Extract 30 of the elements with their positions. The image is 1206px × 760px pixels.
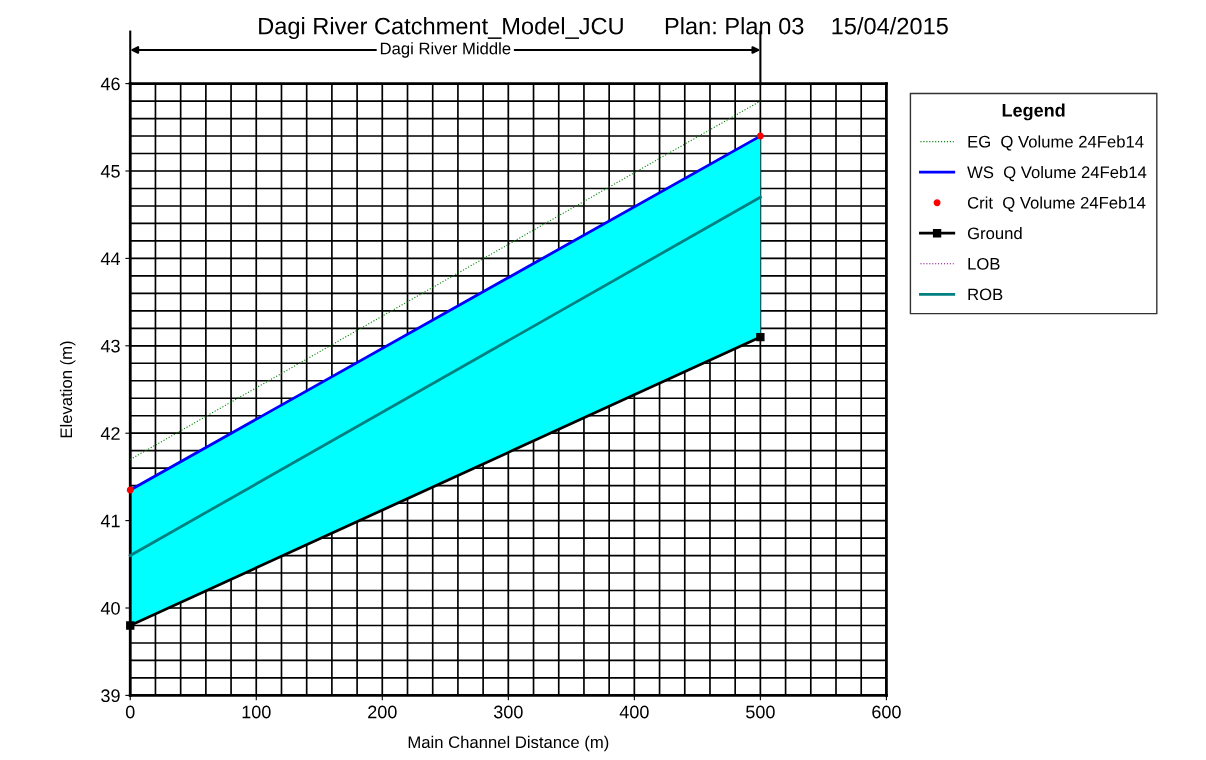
y-axis-title: Elevation (m) [59,341,76,438]
y-tick-label: 42 [100,427,120,440]
point [756,332,765,342]
x-axis-title: Main Channel Distance (m) [408,735,609,752]
x-tick-label: 300 [493,705,523,719]
x-tick-label: 200 [368,705,397,719]
x-tick-label: 400 [619,705,649,719]
legend-label: LOB [968,257,1000,270]
y-tick-label: 39 [101,689,120,703]
legend-title: Legend [1002,103,1065,121]
x-tick-label: 0 [125,705,135,719]
legend-label: ROB [968,288,1003,301]
legend-label: WS Q Volume 24Feb14 [967,165,1147,182]
point [126,486,134,494]
legend-label: EG Q Volume 24Feb14 [968,135,1144,151]
point [756,132,764,140]
text: Dagi River Middle [380,42,511,58]
y-tick-label: 40 [100,601,120,615]
y-tick-label: 43 [100,339,120,353]
y-tick-label: 41 [100,514,120,528]
y-tick-label: 46 [100,77,120,91]
legend-label: Ground [967,226,1022,240]
legend-label: Crit Q Volume 24Feb14 [967,196,1146,212]
point [126,621,135,630]
y-tick-label: 44 [100,252,120,265]
x-tick-label: 500 [746,705,775,719]
x-tick-label: 100 [242,705,271,719]
y-tick-label: 45 [100,165,120,178]
chart-title: Dagi River Catchment_Model_JCU Plan: Plan 03 15/04/2015 [259,17,948,40]
x-tick-label: 600 [872,705,901,719]
